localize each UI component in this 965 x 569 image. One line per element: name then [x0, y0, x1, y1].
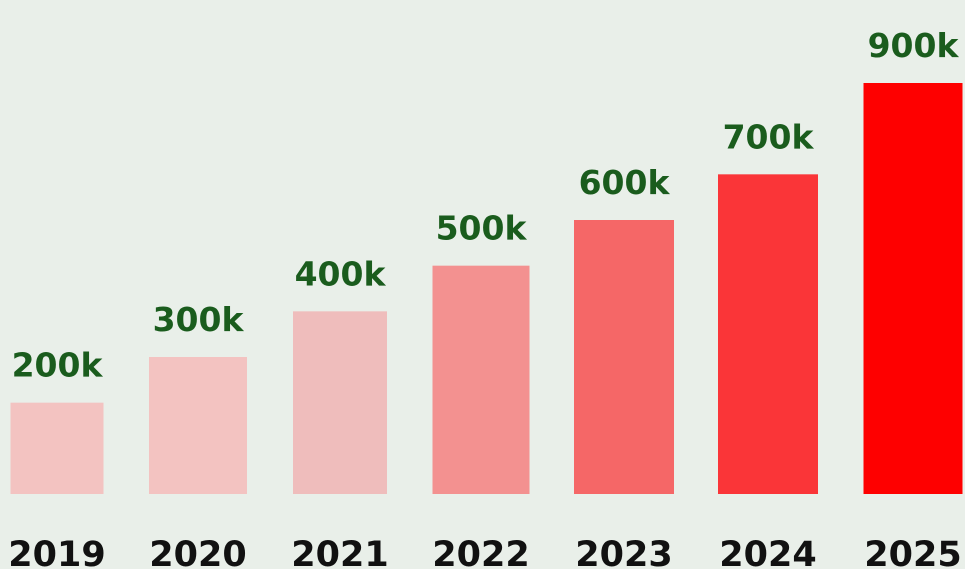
x-tick-label-2019: 2019	[8, 535, 105, 569]
x-tick-label-2022: 2022	[432, 535, 529, 569]
x-axis-tick-labels: 2019 2020 2021 2022 2023 2024 2025	[8, 535, 961, 569]
x-tick-label-2025: 2025	[864, 535, 961, 569]
bar-2022	[432, 265, 530, 494]
bar-2020	[149, 357, 247, 494]
data-label-2022: 500k	[436, 209, 528, 248]
x-tick-label-2020: 2020	[149, 535, 246, 569]
bars-group	[10, 83, 963, 495]
data-label-2023: 600k	[579, 163, 671, 202]
bar-2025	[863, 83, 963, 494]
x-tick-label-2021: 2021	[291, 535, 388, 569]
bar-2023	[574, 220, 674, 494]
bar-2019	[10, 402, 104, 494]
data-label-2024: 700k	[723, 117, 815, 156]
bar-2021	[293, 311, 387, 494]
data-label-2019: 200k	[12, 346, 104, 385]
x-tick-label-2023: 2023	[575, 535, 672, 569]
data-label-2025: 900k	[868, 26, 960, 65]
bar-2024	[718, 174, 818, 495]
data-label-2021: 400k	[295, 254, 387, 293]
x-tick-label-2024: 2024	[719, 535, 816, 569]
value-labels-group: 200k 300k 400k 500k 600k 700k 900k	[12, 26, 960, 385]
data-label-2020: 300k	[153, 300, 245, 339]
